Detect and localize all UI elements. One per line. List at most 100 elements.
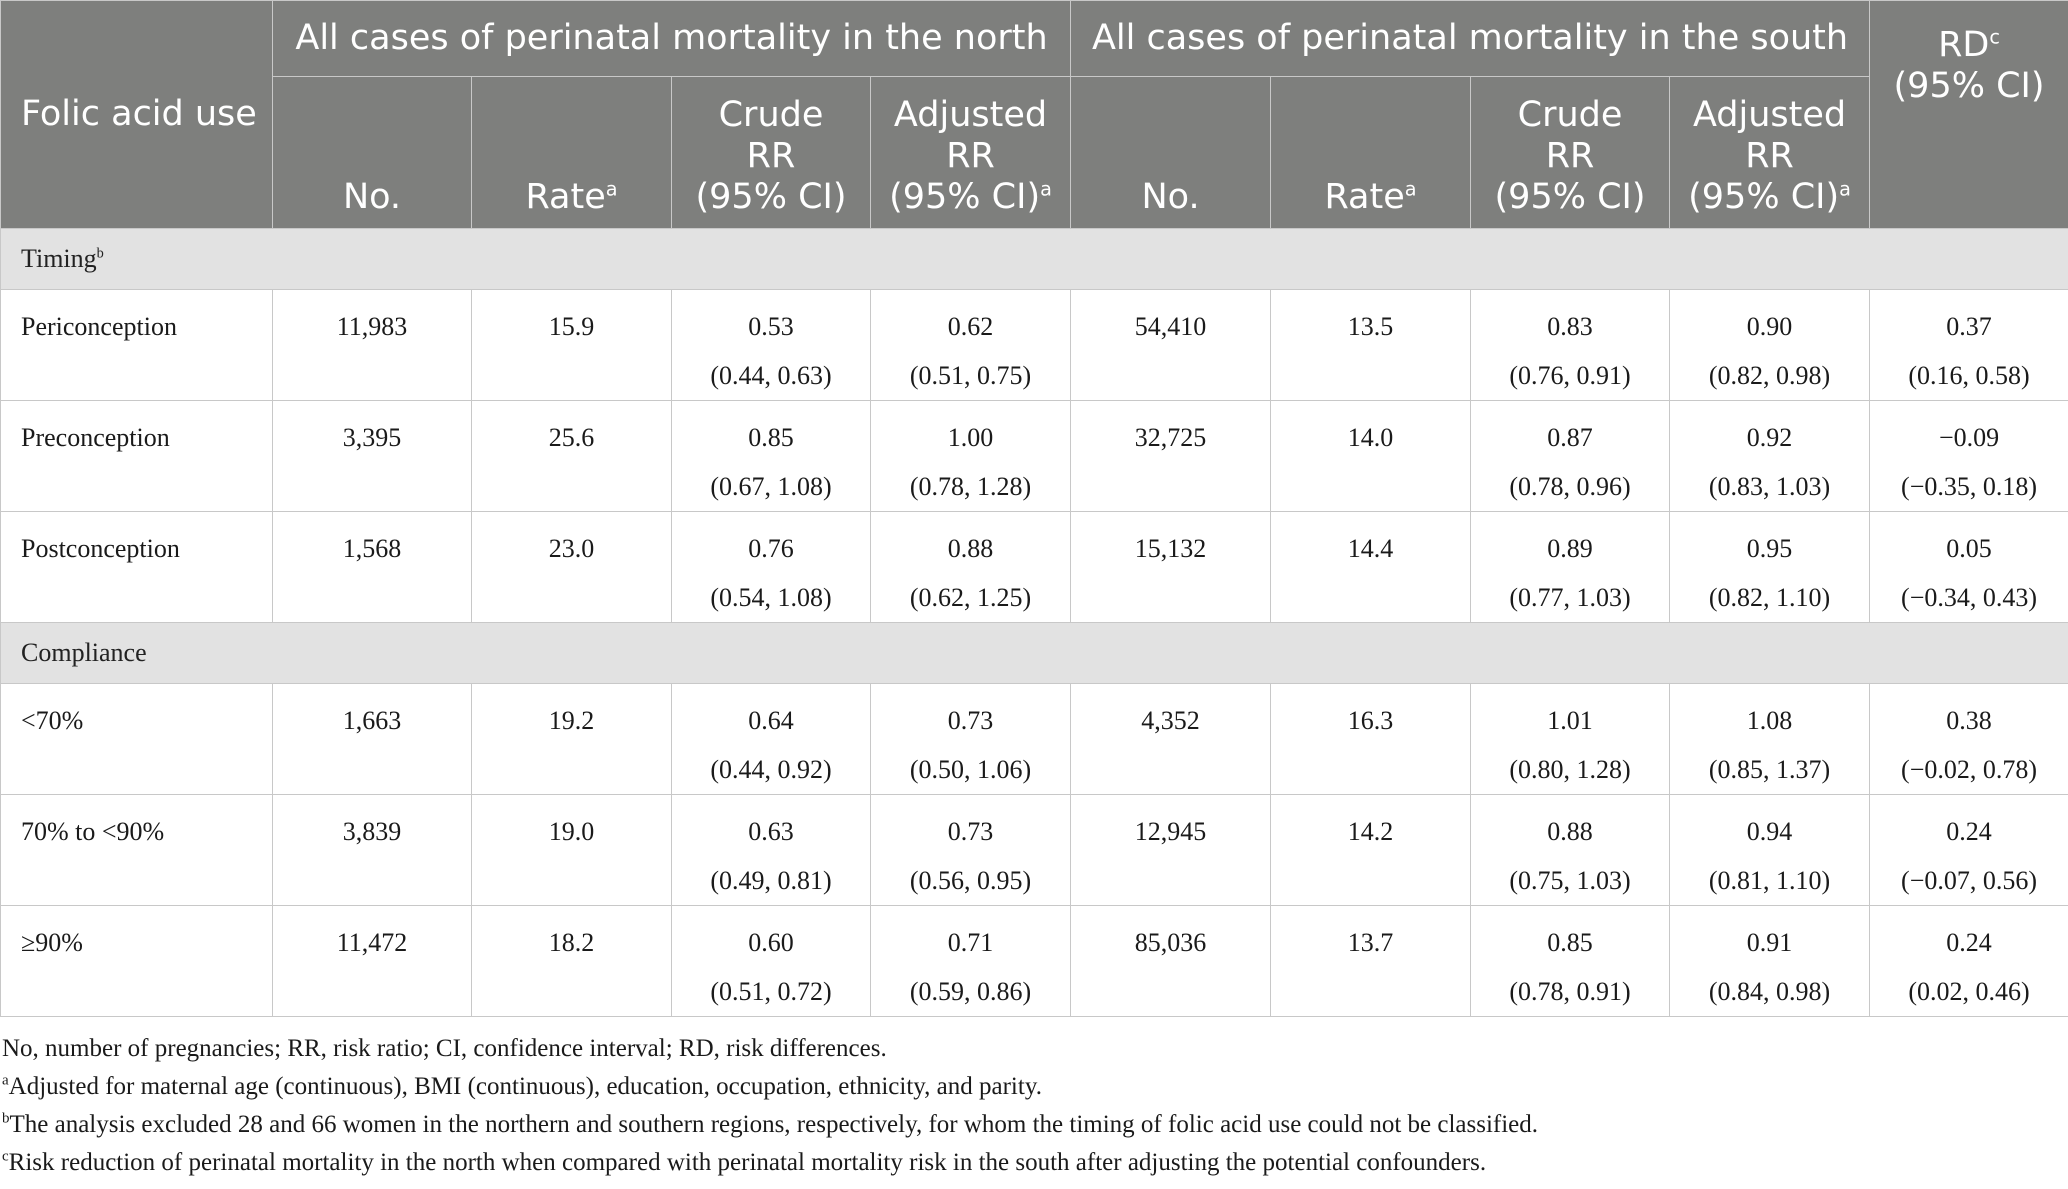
rd-footnote-mark: c xyxy=(1989,25,2000,49)
north-no-cell: 1,568 xyxy=(272,511,472,623)
table-footnotes: No, number of pregnancies; RR, risk rati… xyxy=(2,1030,1538,1182)
north-rate-header: Ratea xyxy=(471,76,672,229)
south-rate-cell: 14.2 xyxy=(1270,794,1472,906)
south-crude-header: Crude RR (95% CI) xyxy=(1470,76,1671,229)
ci: (−0.07, 0.56) xyxy=(1901,866,2038,895)
rd-header: RDc (95% CI) xyxy=(1869,0,2068,229)
footnote-b: bThe analysis excluded 28 and 66 women i… xyxy=(2,1106,1538,1144)
south-rate-cell: 13.7 xyxy=(1270,905,1472,1017)
north-group-header: All cases of perinatal mortality in the … xyxy=(271,0,1072,77)
south-crude-cell: 0.85 (0.78, 0.91) xyxy=(1470,905,1671,1017)
north-adjusted-header: Adjusted RR (95% CI)a xyxy=(869,76,1072,229)
ci: (−0.35, 0.18) xyxy=(1901,472,2038,501)
ci: (0.80, 1.28) xyxy=(1509,755,1631,784)
row-label: 70% to <90% xyxy=(0,794,273,906)
north-rate-cell: 25.6 xyxy=(471,400,672,512)
rate-footnote-mark: a xyxy=(1404,177,1417,201)
table-row: Preconception 3,395 25.6 0.85 (0.67, 1.08… xyxy=(0,400,2068,512)
ci: (0.81, 1.10) xyxy=(1708,866,1831,895)
north-adjusted-cell: 0.73 (0.50, 1.06) xyxy=(869,683,1072,795)
adjusted-line-1: Adjusted xyxy=(893,95,1048,135)
ci: (0.78, 0.91) xyxy=(1509,977,1631,1006)
ci: (0.51, 0.72) xyxy=(710,977,832,1006)
north-adjusted-cell: 0.71 (0.59, 0.86) xyxy=(869,905,1072,1017)
south-no-header: No. xyxy=(1070,76,1272,229)
south-adjusted-cell: 0.95 (0.82, 1.10) xyxy=(1669,511,1871,623)
south-rate-cell: 14.0 xyxy=(1270,400,1472,512)
rd-cell: 0.37 (0.16, 0.58) xyxy=(1869,289,2068,401)
south-group-header: All cases of perinatal mortality in the … xyxy=(1070,0,1871,77)
rd-cell: 0.24 (−0.07, 0.56) xyxy=(1869,794,2068,906)
north-no-cell: 11,472 xyxy=(272,905,472,1017)
south-rate-cell: 16.3 xyxy=(1270,683,1472,795)
south-crude-cell: 0.89 (0.77, 1.03) xyxy=(1470,511,1671,623)
estimate: 0.95 xyxy=(1746,534,1793,563)
estimate: 0.94 xyxy=(1746,817,1793,846)
footnote-mark: c xyxy=(2,1148,9,1165)
ci: (0.82, 0.98) xyxy=(1708,361,1831,390)
south-crude-cell: 0.88 (0.75, 1.03) xyxy=(1470,794,1671,906)
table-row: ≥90% 11,472 18.2 0.60 (0.51, 0.72) 0.71 (0… xyxy=(0,905,2068,1017)
ci: (0.75, 1.03) xyxy=(1509,866,1631,895)
section-row-timing: Timingb xyxy=(0,228,2068,290)
estimate: 0.92 xyxy=(1746,423,1793,452)
row-label: Periconception xyxy=(0,289,273,401)
estimate: 0.87 xyxy=(1547,423,1593,452)
estimate: 0.73 xyxy=(947,706,994,735)
crude-line-3: (95% CI) xyxy=(1494,177,1646,217)
adjusted-line-2: RR xyxy=(1745,136,1794,176)
north-crude-cell: 0.60 (0.51, 0.72) xyxy=(671,905,871,1017)
north-crude-header: Crude RR (95% CI) xyxy=(671,76,871,229)
estimate: 0.85 xyxy=(1547,928,1593,957)
row-label: Postconception xyxy=(0,511,273,623)
ci: (0.78, 1.28) xyxy=(909,472,1032,501)
ci: (0.44, 0.63) xyxy=(710,361,832,390)
north-no-header: No. xyxy=(272,76,472,229)
north-no-cell: 3,839 xyxy=(272,794,472,906)
estimate: 1.01 xyxy=(1547,706,1593,735)
adjusted-line-2: RR xyxy=(946,136,995,176)
ci: (0.85, 1.37) xyxy=(1708,755,1831,784)
table-row: <70% 1,663 19.2 0.64 (0.44, 0.92) 0.73 (0.… xyxy=(0,683,2068,795)
ci: (0.76, 0.91) xyxy=(1509,361,1631,390)
south-adjusted-header: Adjusted RR (95% CI)a xyxy=(1669,76,1871,229)
estimate: 0.85 xyxy=(748,423,794,452)
crude-line-2: RR xyxy=(1545,136,1595,176)
section-title: Compliance xyxy=(0,622,2068,684)
north-crude-cell: 0.63 (0.49, 0.81) xyxy=(671,794,871,906)
crude-line-1: Crude xyxy=(718,95,824,135)
rate-label: Rate xyxy=(1324,177,1405,217)
ci: (0.51, 0.75) xyxy=(909,361,1032,390)
south-crude-cell: 0.83 (0.76, 0.91) xyxy=(1470,289,1671,401)
ci: (0.78, 0.96) xyxy=(1509,472,1631,501)
rd-label: RD xyxy=(1938,25,1990,65)
estimate: 0.64 xyxy=(748,706,794,735)
footnote-text: Risk reduction of perinatal mortality in… xyxy=(8,1149,1487,1176)
section-row-compliance: Compliance xyxy=(0,622,2068,684)
section-title: Timingb xyxy=(0,228,2068,290)
south-no-cell: 4,352 xyxy=(1070,683,1272,795)
ci: (0.56, 0.95) xyxy=(909,866,1032,895)
south-no-cell: 32,725 xyxy=(1070,400,1272,512)
rate-label: Rate xyxy=(525,177,606,217)
north-adjusted-cell: 0.88 (0.62, 1.25) xyxy=(869,511,1072,623)
north-rate-cell: 15.9 xyxy=(471,289,672,401)
crude-line-2: RR xyxy=(746,136,796,176)
north-no-cell: 1,663 xyxy=(272,683,472,795)
table-row: Periconception 11,983 15.9 0.53 (0.44, 0.… xyxy=(0,289,2068,401)
estimate: 0.89 xyxy=(1547,534,1593,563)
north-crude-cell: 0.64 (0.44, 0.92) xyxy=(671,683,871,795)
north-crude-cell: 0.76 (0.54, 1.08) xyxy=(671,511,871,623)
footnote-text: Adjusted for maternal age (continuous), … xyxy=(8,1073,1042,1100)
estimate: 1.00 xyxy=(947,423,994,452)
ci: (0.16, 0.58) xyxy=(1908,361,2030,390)
row-label: <70% xyxy=(0,683,273,795)
folic-acid-use-header: Folic acid use xyxy=(0,0,273,229)
table-row: Postconception 1,568 23.0 0.76 (0.54, 1.0… xyxy=(0,511,2068,623)
estimate: 1.08 xyxy=(1746,706,1793,735)
estimate: 0.24 xyxy=(1946,928,1992,957)
south-no-cell: 85,036 xyxy=(1070,905,1272,1017)
north-crude-cell: 0.53 (0.44, 0.63) xyxy=(671,289,871,401)
north-rate-cell: 19.0 xyxy=(471,794,672,906)
estimate: 0.60 xyxy=(748,928,794,957)
